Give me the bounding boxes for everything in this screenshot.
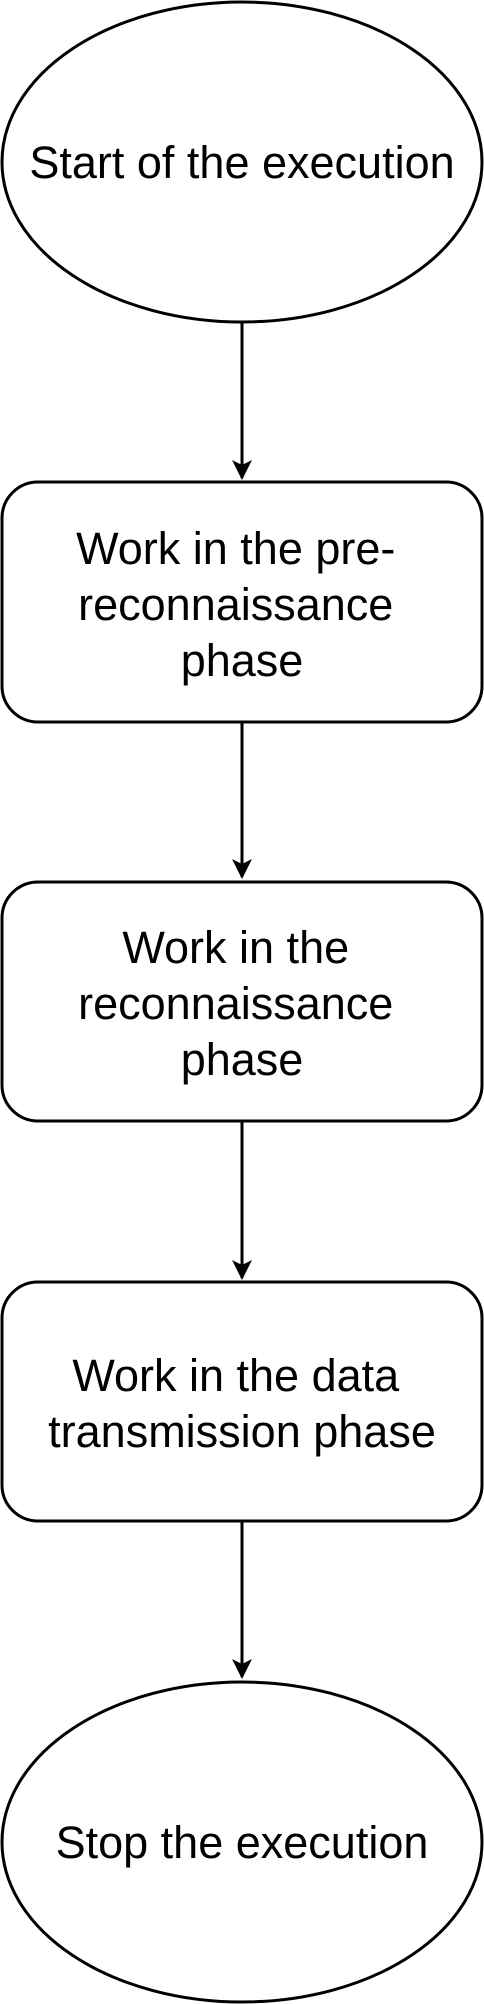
data-tx-label: Work in the data transmission phase	[48, 1350, 436, 1457]
recon-label-line: reconnaissance	[78, 978, 393, 1029]
data-tx-label-line: Work in the data	[72, 1350, 400, 1401]
pre-recon-box	[0, 480, 484, 724]
recon-box	[0, 880, 484, 1123]
recon-label: Work in the reconnaissance phase	[78, 922, 406, 1085]
pre-recon-node: Work in the pre- reconnaissance phase	[0, 480, 484, 724]
data-tx-box	[0, 1280, 484, 1523]
stop-ellipse	[0, 1680, 484, 2004]
stop-label: Stop the execution	[56, 1817, 429, 1868]
recon-label-line: phase	[181, 1034, 304, 1085]
start-label-line: Start of the execution	[29, 137, 454, 188]
recon-node: Work in the reconnaissance phase	[0, 880, 484, 1123]
recon-label-line: Work in the	[122, 922, 349, 973]
start-label: Start of the execution	[29, 137, 454, 188]
pre-recon-label: Work in the pre- reconnaissance phase	[76, 523, 408, 686]
stop-label-line: Stop the execution	[56, 1817, 429, 1868]
data-tx-label-line: transmission phase	[48, 1406, 436, 1457]
stop-node: Stop the execution	[0, 1680, 484, 2004]
start-ellipse	[0, 0, 484, 324]
pre-recon-label-line: reconnaissance	[78, 579, 393, 630]
pre-recon-label-line: phase	[181, 635, 304, 686]
pre-recon-label-line: Work in the pre-	[76, 523, 395, 574]
start-node: Start of the execution	[0, 0, 484, 324]
data-tx-node: Work in the data transmission phase	[0, 1280, 484, 1523]
